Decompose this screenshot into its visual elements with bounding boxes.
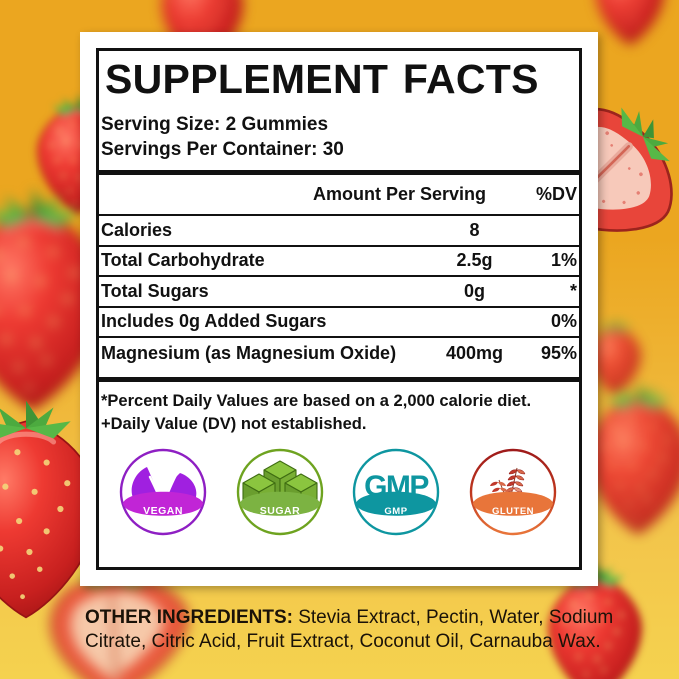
svg-text:FREE: FREE — [268, 517, 292, 526]
svg-text:FRIENDLY: FRIENDLY — [141, 517, 184, 526]
svg-text:VEGAN: VEGAN — [143, 505, 183, 517]
svg-text:GMP: GMP — [384, 506, 407, 517]
svg-text:GLUTEN: GLUTEN — [492, 506, 534, 517]
svg-text:FREE: FREE — [501, 517, 525, 526]
svg-text:SUGAR: SUGAR — [260, 505, 300, 517]
svg-text:CERTIFIED: CERTIFIED — [374, 517, 418, 526]
